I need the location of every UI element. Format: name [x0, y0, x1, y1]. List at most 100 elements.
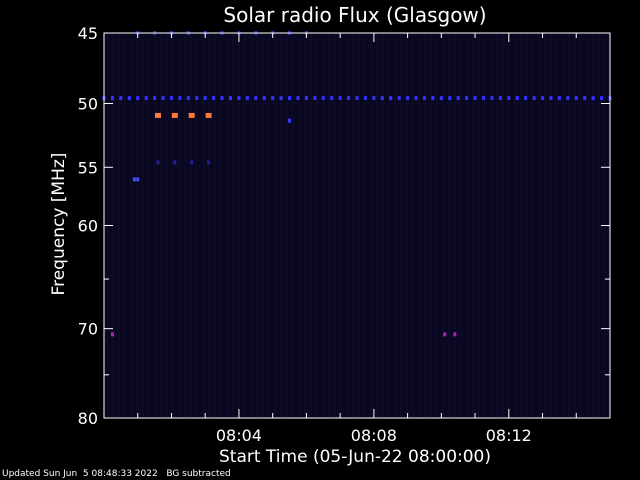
feature-mark	[288, 96, 292, 101]
feature-mark	[347, 96, 351, 101]
feature-mark	[498, 96, 502, 101]
feature-mark	[431, 96, 435, 101]
feature-mark	[453, 332, 457, 337]
feature-mark	[515, 96, 519, 101]
feature-mark	[406, 96, 410, 101]
feature-mark	[600, 96, 604, 101]
feature-mark	[389, 96, 393, 101]
x-axis: 08:04 08:08 08:12	[137, 33, 577, 445]
x-axis-label: Start Time (05-Jun-22 08:00:00)	[219, 447, 491, 467]
y-axis-label: Frequency [MHz]	[49, 153, 69, 296]
feature-mark	[414, 96, 418, 101]
feature-mark	[205, 112, 212, 118]
y-tick-label: 45	[78, 24, 98, 43]
feature-persistent-line	[102, 96, 612, 101]
feature-mark	[173, 160, 177, 165]
feature-mark	[271, 96, 275, 101]
feature-mark	[363, 96, 367, 101]
feature-mark	[110, 96, 114, 101]
x-tick-label: 08:08	[351, 426, 397, 445]
feature-mark	[136, 177, 140, 182]
feature-mark	[439, 96, 443, 101]
feature-mark	[119, 96, 123, 101]
feature-mark	[443, 332, 447, 337]
feature-mark	[313, 96, 317, 101]
feature-faint-band	[156, 160, 211, 165]
feature-mark	[190, 160, 194, 165]
feature-mark	[557, 96, 561, 101]
feature-mark	[465, 96, 469, 101]
feature-mark	[591, 96, 595, 101]
feature-mark	[110, 332, 114, 337]
feature-mark	[507, 96, 511, 101]
plot-area	[102, 31, 612, 419]
feature-mark	[229, 96, 232, 101]
feature-mark	[422, 96, 426, 101]
x-tick-label: 08:12	[486, 426, 532, 445]
feature-mark	[583, 96, 587, 101]
feature-mark	[153, 96, 157, 101]
feature-mark	[321, 96, 325, 101]
feature-mark	[144, 96, 148, 101]
feature-mark	[136, 96, 140, 101]
chart-title: Solar radio Flux (Glasgow)	[223, 3, 486, 27]
plot-background	[104, 33, 610, 418]
feature-mark	[279, 96, 283, 101]
feature-mark	[574, 96, 578, 101]
feature-mark	[330, 96, 334, 101]
feature-mark	[188, 112, 195, 118]
feature-mark	[541, 96, 545, 101]
feature-mark	[171, 112, 178, 118]
feature-spot-d	[443, 332, 457, 337]
feature-mark	[254, 96, 258, 101]
feature-mark	[262, 96, 266, 101]
feature-mark	[212, 96, 216, 101]
feature-mark	[161, 96, 165, 101]
feature-mark	[296, 96, 300, 101]
feature-mark	[490, 96, 494, 101]
feature-mark	[566, 96, 570, 101]
feature-mark	[156, 160, 160, 165]
feature-spot-a	[288, 118, 292, 123]
y-axis: 45 50 55 60 70 80	[78, 24, 610, 428]
feature-mark	[220, 96, 224, 101]
feature-mark	[178, 96, 182, 101]
feature-mark	[304, 96, 308, 101]
footer-status: Updated Sun Jun 5 08:48:33 2022 BG subtr…	[2, 469, 231, 479]
feature-mark	[397, 96, 401, 101]
feature-mark	[127, 96, 131, 101]
feature-strong-burst	[154, 112, 212, 118]
y-tick-label: 55	[78, 158, 98, 177]
feature-spot-b	[132, 177, 140, 182]
y-tick-label: 50	[78, 95, 98, 114]
y-tick-label: 70	[78, 320, 98, 339]
feature-mark	[169, 96, 173, 101]
feature-mark	[338, 96, 342, 101]
feature-mark	[448, 96, 452, 101]
feature-mark	[207, 160, 211, 165]
feature-spot-c	[110, 332, 114, 337]
feature-mark	[372, 96, 376, 101]
feature-mark	[549, 96, 553, 101]
feature-mark	[532, 96, 536, 101]
x-tick-label: 08:04	[216, 426, 262, 445]
feature-mark	[203, 96, 207, 101]
feature-mark	[288, 118, 292, 123]
y-tick-label: 60	[78, 217, 98, 236]
feature-mark	[186, 96, 190, 101]
feature-mark	[132, 177, 136, 182]
y-tick-label: 80	[78, 409, 98, 428]
feature-mark	[195, 96, 199, 101]
feature-mark	[456, 96, 460, 101]
feature-mark	[524, 96, 528, 101]
feature-mark	[473, 96, 477, 101]
feature-mark	[380, 96, 384, 101]
feature-mark	[154, 112, 161, 118]
bg-subtracted-note: BG subtracted	[166, 469, 231, 479]
feature-mark	[482, 96, 485, 101]
feature-mark	[245, 96, 249, 101]
updated-timestamp: Updated Sun Jun 5 08:48:33 2022	[2, 469, 158, 479]
feature-mark	[237, 96, 241, 101]
